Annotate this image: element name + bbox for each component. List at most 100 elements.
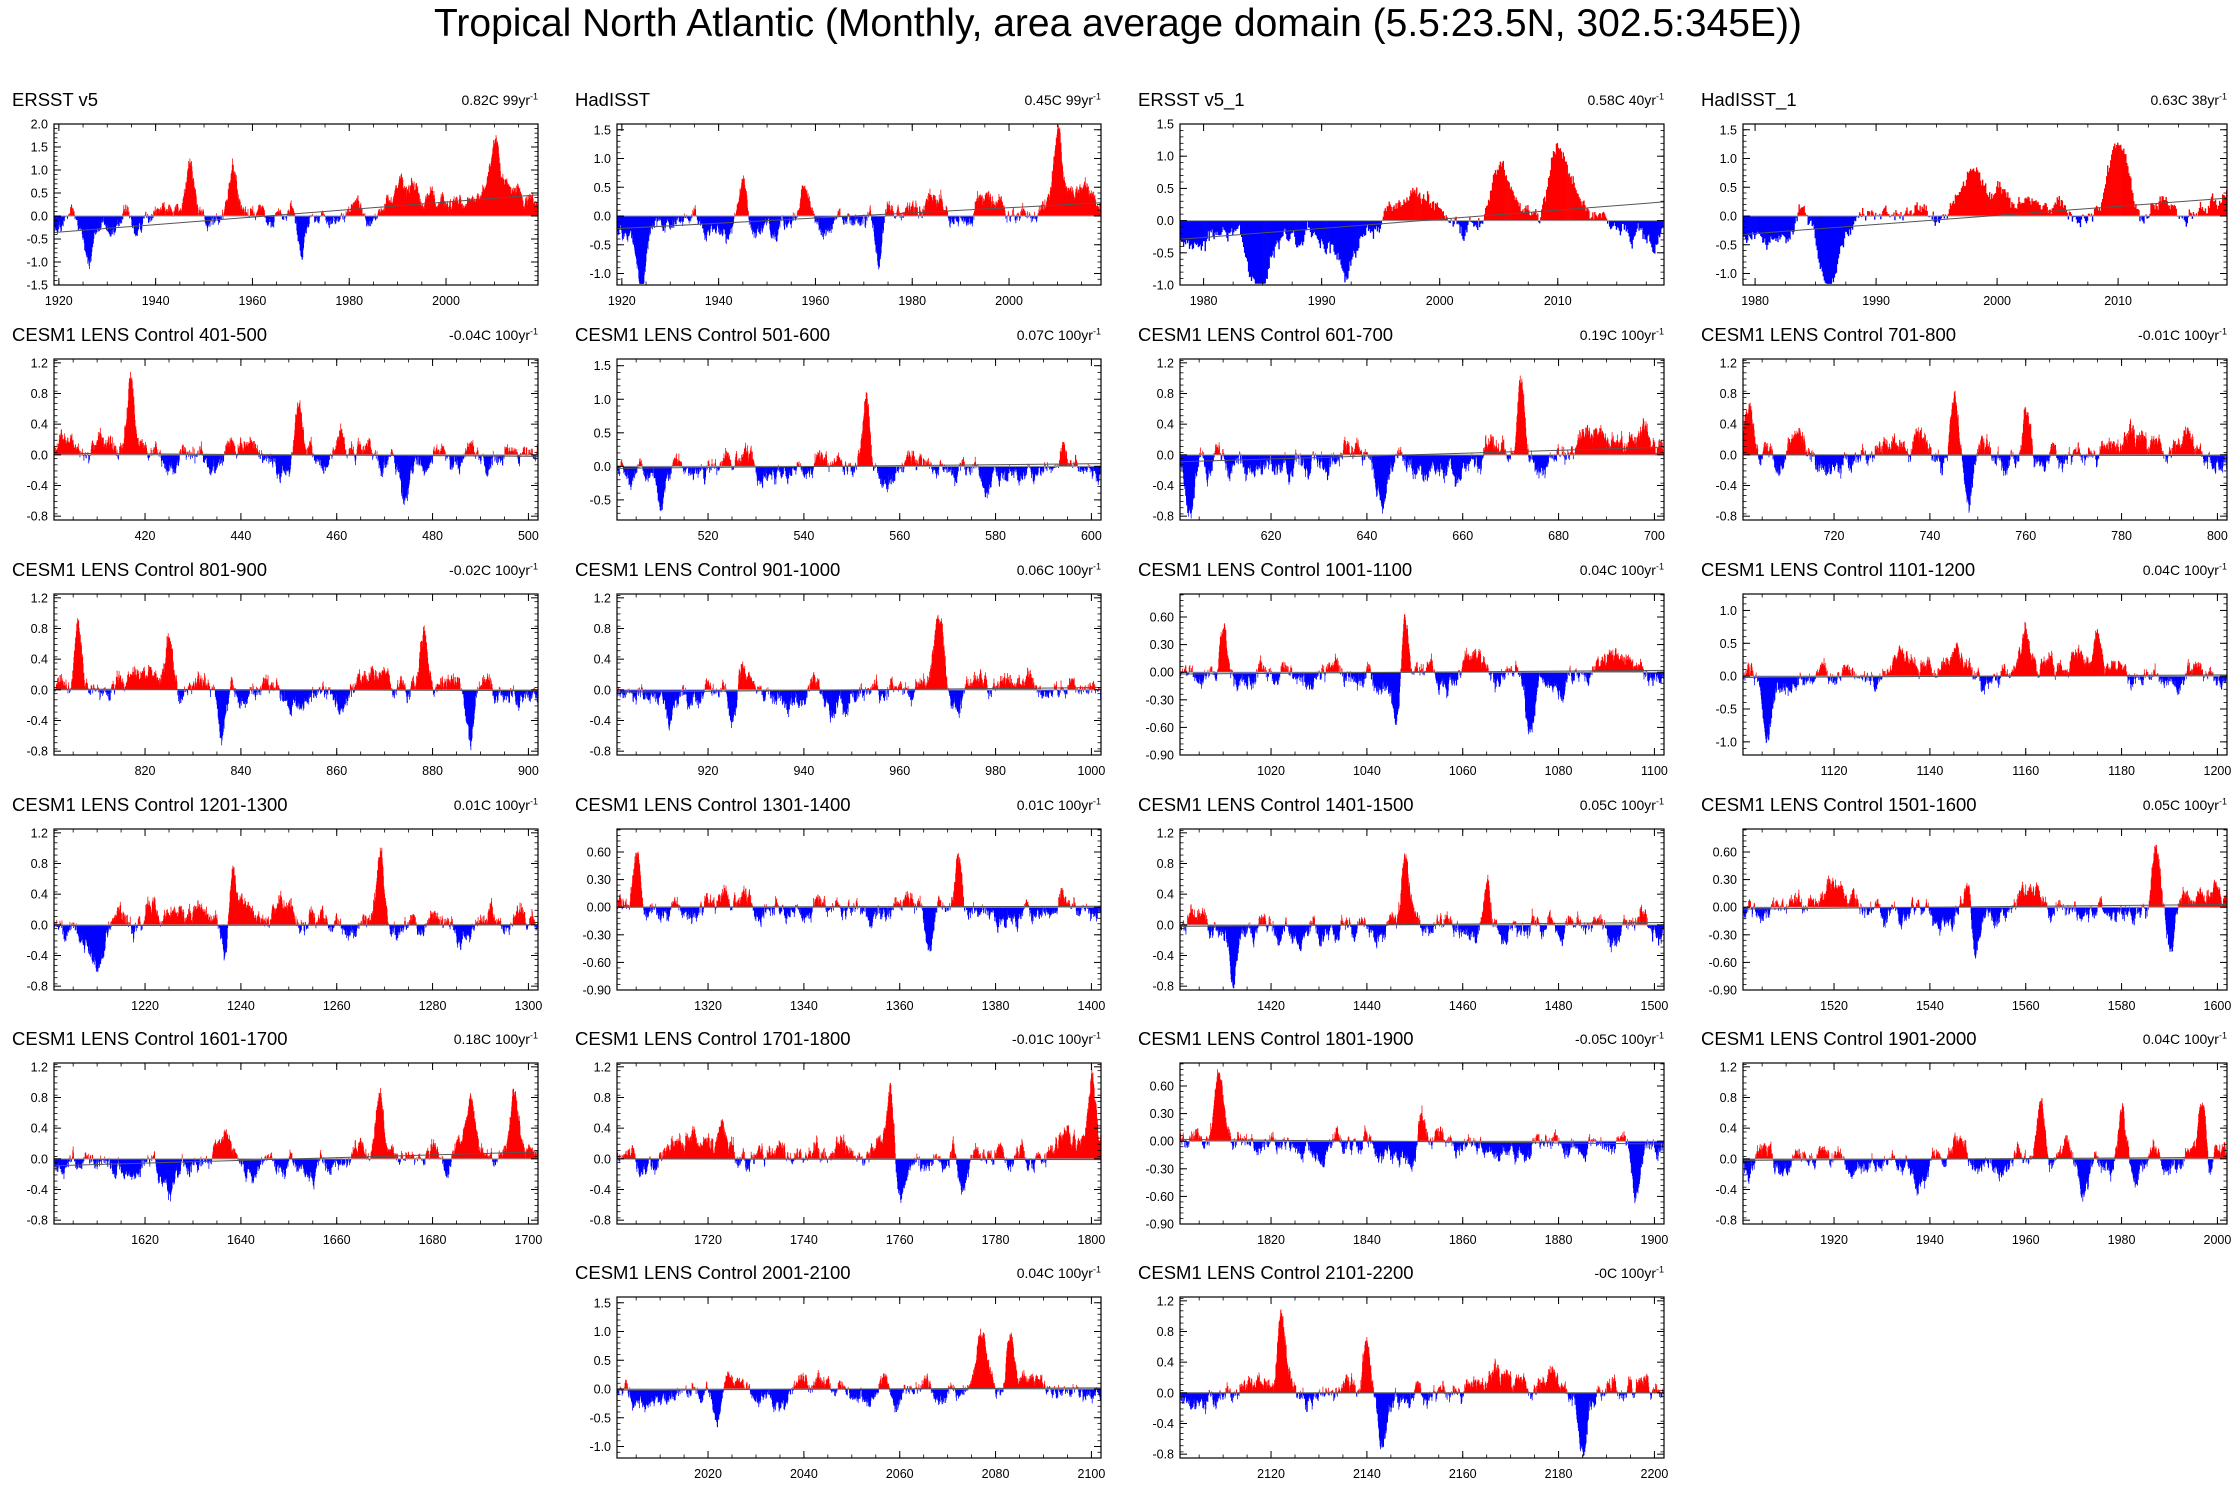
anomaly-bar bbox=[777, 216, 779, 230]
anomaly-bar bbox=[511, 190, 513, 216]
anomaly-bar bbox=[492, 148, 494, 216]
anomaly-bar bbox=[140, 441, 142, 455]
anomaly-bar bbox=[1367, 220, 1370, 231]
anomaly-bar bbox=[2185, 216, 2188, 227]
anomaly-bar bbox=[1747, 216, 1749, 241]
anomaly-bar bbox=[954, 216, 956, 219]
anomaly-bar bbox=[1835, 216, 1838, 273]
anomaly-bar bbox=[181, 203, 183, 216]
anomaly-bar bbox=[298, 405, 300, 455]
anomaly-bar bbox=[2000, 186, 2002, 216]
anomaly-bar bbox=[495, 135, 497, 216]
anomaly-bar bbox=[1080, 187, 1082, 216]
anomaly-bar bbox=[900, 216, 902, 221]
anomaly-bar bbox=[1070, 188, 1072, 216]
anomaly-bar bbox=[421, 205, 423, 216]
anomaly-bar bbox=[466, 204, 467, 216]
anomaly-bar bbox=[416, 187, 418, 216]
anomaly-bar bbox=[1385, 211, 1387, 221]
anomaly-bar bbox=[2085, 216, 2088, 224]
anomaly-bar bbox=[720, 216, 722, 235]
anomaly-bar bbox=[404, 186, 405, 216]
anomaly-bar bbox=[1556, 143, 1559, 221]
anomaly-bar bbox=[1457, 220, 1459, 224]
anomaly-bar bbox=[2213, 201, 2216, 216]
anomaly-bar bbox=[267, 216, 269, 226]
anomaly-bar bbox=[332, 216, 334, 224]
anomaly-bar bbox=[912, 200, 914, 216]
anomaly-bar bbox=[990, 193, 991, 216]
anomaly-bar bbox=[228, 183, 230, 216]
anomaly-bar bbox=[2003, 189, 2005, 216]
anomaly-bar bbox=[1758, 216, 1760, 234]
anomaly-bar bbox=[1051, 182, 1053, 216]
anomaly-bar bbox=[458, 198, 460, 216]
anomaly-bar bbox=[1379, 220, 1382, 229]
anomaly-bar bbox=[460, 196, 461, 216]
anomaly-bar bbox=[429, 454, 431, 465]
anomaly-bar bbox=[526, 200, 528, 216]
anomaly-bar bbox=[634, 216, 636, 254]
anomaly-bar bbox=[691, 214, 692, 216]
anomaly-bar bbox=[379, 213, 381, 216]
anomaly-bar bbox=[127, 413, 128, 455]
anomaly-bar bbox=[807, 193, 809, 216]
anomaly-bar bbox=[217, 454, 219, 463]
anomaly-bar bbox=[1079, 186, 1080, 216]
anomaly-bar bbox=[1070, 185, 1072, 216]
anomaly-bar bbox=[1089, 193, 1091, 216]
anomaly-bar bbox=[137, 438, 139, 455]
anomaly-bar bbox=[810, 208, 812, 216]
anomaly-bar bbox=[938, 194, 940, 216]
anomaly-bar bbox=[1005, 216, 1007, 219]
anomaly-bar bbox=[173, 211, 175, 216]
anomaly-bar bbox=[1354, 220, 1356, 254]
anomaly-bar bbox=[266, 216, 267, 223]
anomaly-bar bbox=[412, 184, 414, 216]
anomaly-bar bbox=[1483, 214, 1486, 221]
anomaly-bar bbox=[2143, 216, 2145, 224]
anomaly-bar bbox=[236, 454, 237, 459]
anomaly-bar bbox=[1078, 190, 1079, 216]
anomaly-bar bbox=[631, 216, 633, 235]
anomaly-bar bbox=[1968, 171, 1971, 216]
anomaly-bar bbox=[178, 454, 179, 467]
anomaly-bar bbox=[1098, 208, 1100, 216]
anomaly-bar bbox=[1096, 205, 1098, 216]
anomaly-bar bbox=[122, 210, 124, 216]
anomaly-bar bbox=[2129, 175, 2131, 216]
anomaly-bar bbox=[339, 216, 341, 220]
anomaly-bar bbox=[527, 205, 529, 216]
anomaly-bar bbox=[816, 216, 818, 225]
anomaly-bar bbox=[180, 208, 181, 216]
anomaly-bar bbox=[106, 448, 108, 455]
anomaly-bar bbox=[1337, 220, 1339, 254]
anomaly-bar bbox=[1250, 220, 1253, 282]
anomaly-bar bbox=[1749, 216, 1751, 237]
anomaly-bar bbox=[1464, 220, 1466, 237]
anomaly-bar bbox=[2066, 212, 2069, 216]
anomaly-bar bbox=[247, 208, 249, 216]
anomaly-bar bbox=[127, 207, 129, 216]
anomaly-bar bbox=[1772, 216, 1774, 240]
anomaly-bar bbox=[2083, 216, 2086, 219]
anomaly-bar bbox=[321, 211, 323, 216]
anomaly-bar bbox=[1789, 216, 1791, 240]
anomaly-bar bbox=[2167, 205, 2169, 216]
anomaly-bar bbox=[694, 209, 695, 216]
x-tick-label: 1980 bbox=[898, 294, 926, 308]
anomaly-bar bbox=[1829, 216, 1832, 284]
anomaly-bar bbox=[93, 449, 95, 455]
anomaly-bar bbox=[190, 162, 192, 216]
anomaly-bar bbox=[735, 211, 737, 216]
anomaly-bar bbox=[1236, 220, 1238, 230]
anomaly-bar bbox=[1395, 203, 1397, 221]
anomaly-bar bbox=[194, 454, 196, 464]
anomaly-bar bbox=[1612, 220, 1615, 226]
anomaly-bar bbox=[746, 195, 748, 216]
anomaly-bar bbox=[1088, 186, 1089, 216]
anomaly-bar bbox=[260, 207, 262, 216]
anomaly-bar bbox=[359, 204, 361, 216]
anomaly-bar bbox=[222, 454, 224, 457]
anomaly-bar bbox=[889, 205, 890, 216]
